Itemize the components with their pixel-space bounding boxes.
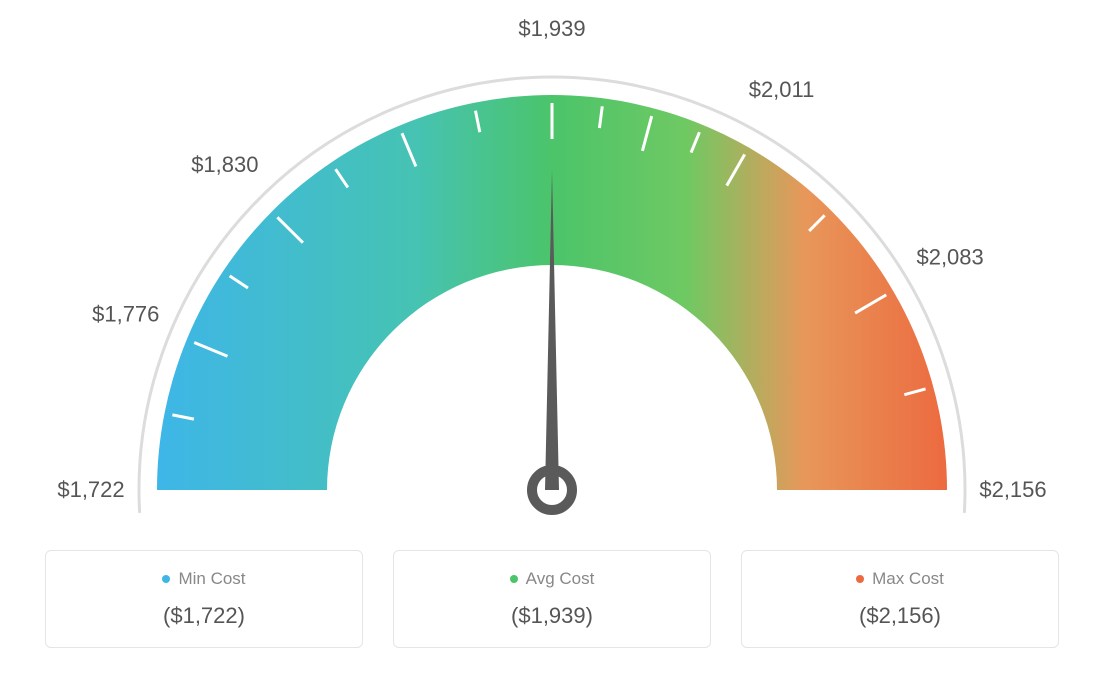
avg-dot [510,575,518,583]
svg-text:$2,011: $2,011 [749,77,815,102]
max-cost-value: ($2,156) [742,603,1058,629]
svg-text:$2,156: $2,156 [979,477,1046,502]
svg-text:$1,776: $1,776 [92,301,159,326]
avg-cost-card: Avg Cost ($1,939) [393,550,711,648]
max-dot [856,575,864,583]
max-cost-card: Max Cost ($2,156) [741,550,1059,648]
gauge-chart: $1,722 $1,776 $1,830 $1,939 $2,011 $2,083 $2,1… [0,0,1104,540]
card-header: Avg Cost [394,569,710,589]
min-dot [162,575,170,583]
min-cost-value: ($1,722) [46,603,362,629]
svg-text:$1,830: $1,830 [191,152,258,177]
svg-text:$1,722: $1,722 [57,477,124,502]
card-header: Max Cost [742,569,1058,589]
max-cost-label: Max Cost [872,569,944,589]
gauge-svg: $1,722 $1,776 $1,830 $1,939 $2,011 $2,083 $2,1… [0,0,1104,540]
svg-text:$2,083: $2,083 [916,245,983,270]
summary-cards: Min Cost ($1,722) Avg Cost ($1,939) Max … [0,550,1104,648]
svg-text:$1,939: $1,939 [518,16,585,41]
card-header: Min Cost [46,569,362,589]
avg-cost-value: ($1,939) [394,603,710,629]
avg-cost-label: Avg Cost [526,569,595,589]
min-cost-card: Min Cost ($1,722) [45,550,363,648]
min-cost-label: Min Cost [178,569,245,589]
